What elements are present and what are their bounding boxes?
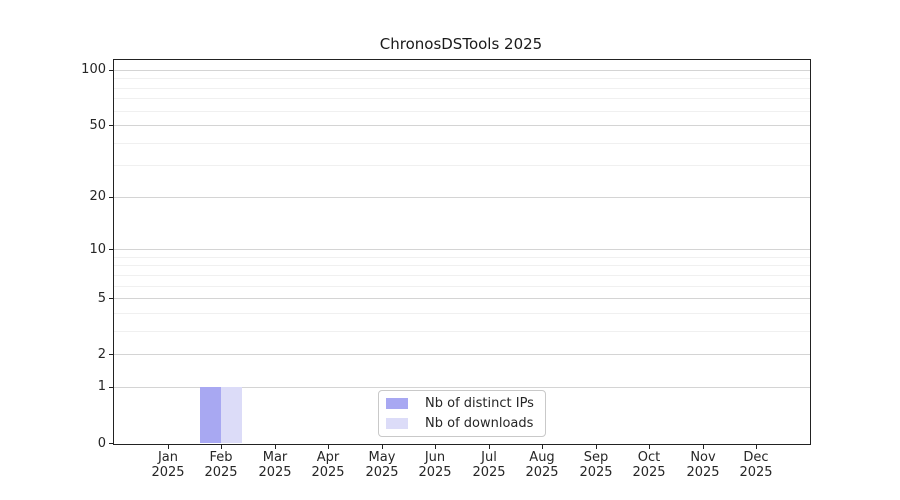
y-gridline-major-100 [114, 70, 810, 71]
y-gridline-minor-8 [114, 265, 810, 266]
x-tick-year: 2025 [151, 465, 185, 480]
x-tickmark-dec [756, 445, 757, 449]
legend-label: Nb of distinct IPs [425, 396, 534, 411]
x-tickmark-may [382, 445, 383, 449]
x-tickmark-jun [435, 445, 436, 449]
y-gridline-minor-4 [114, 313, 810, 314]
x-tick-label-mar: Mar 2025 [243, 450, 307, 480]
x-tick-month: Oct [637, 450, 661, 465]
y-tick-label-20: 20 [89, 189, 106, 204]
y-tickmark-1 [109, 387, 113, 388]
x-tick-year: 2025 [632, 465, 666, 480]
x-tick-year: 2025 [686, 465, 720, 480]
x-tick-month: Nov [690, 450, 716, 465]
y-gridline-major-5 [114, 298, 810, 299]
bar-nb-of-distinct-ips-feb [199, 386, 222, 443]
x-tick-label-may: May 2025 [350, 450, 414, 480]
x-tickmark-aug [542, 445, 543, 449]
x-tickmark-jul [489, 445, 490, 449]
bar-nb-of-downloads-feb [221, 386, 243, 443]
x-tick-month: Feb [209, 450, 233, 465]
x-tick-label-apr: Apr 2025 [296, 450, 360, 480]
x-tickmark-sep [596, 445, 597, 449]
x-tick-year: 2025 [204, 465, 238, 480]
x-tick-label-feb: Feb 2025 [189, 450, 253, 480]
x-tick-label-jul: Jul 2025 [457, 450, 521, 480]
legend-swatch-icon [386, 418, 408, 429]
y-gridline-major-1 [114, 387, 810, 388]
y-tick-label-2: 2 [97, 347, 106, 362]
legend-item-nb-of-downloads: Nb of downloads [386, 414, 538, 434]
x-tick-month: Dec [743, 450, 769, 465]
legend: Nb of distinct IPs Nb of downloads [378, 390, 546, 437]
x-tickmark-jan [168, 445, 169, 449]
y-gridline-minor-60 [114, 111, 810, 112]
y-tick-label-1: 1 [97, 379, 106, 394]
legend-label: Nb of downloads [425, 416, 534, 431]
y-tickmark-20 [109, 197, 113, 198]
x-tick-label-dec: Dec 2025 [724, 450, 788, 480]
x-tickmark-oct [649, 445, 650, 449]
chart-title: ChronosDSTools 2025 [379, 35, 543, 53]
y-gridline-minor-7 [114, 275, 810, 276]
y-gridline-major-10 [114, 249, 810, 250]
y-tickmark-2 [109, 354, 113, 355]
x-tick-year: 2025 [418, 465, 452, 480]
x-tick-label-aug: Aug 2025 [510, 450, 574, 480]
x-tick-label-oct: Oct 2025 [617, 450, 681, 480]
x-tick-month: May [368, 450, 396, 465]
y-gridline-minor-9 [114, 257, 810, 258]
x-tickmark-apr [328, 445, 329, 449]
y-gridline-minor-40 [114, 143, 810, 144]
x-tick-label-jun: Jun 2025 [403, 450, 467, 480]
x-tick-year: 2025 [472, 465, 506, 480]
x-tick-year: 2025 [525, 465, 559, 480]
y-gridline-minor-6 [114, 286, 810, 287]
x-tick-month: Jan [157, 450, 179, 465]
y-gridline-major-2 [114, 354, 810, 355]
y-gridline-minor-70 [114, 98, 810, 99]
y-tickmark-50 [109, 125, 113, 126]
y-tick-label-10: 10 [89, 242, 106, 257]
x-tick-month: Jun [424, 450, 446, 465]
y-gridline-major-50 [114, 125, 810, 126]
legend-swatch-icon [386, 398, 408, 409]
y-tick-label-50: 50 [89, 118, 106, 133]
x-tick-label-sep: Sep 2025 [564, 450, 628, 480]
x-tick-year: 2025 [258, 465, 292, 480]
x-tickmark-feb [221, 445, 222, 449]
x-tick-label-nov: Nov 2025 [671, 450, 735, 480]
y-tickmark-0 [109, 443, 113, 444]
y-tickmark-100 [109, 70, 113, 71]
x-tick-month: Apr [316, 450, 340, 465]
x-tick-year: 2025 [579, 465, 613, 480]
plot-area [113, 59, 811, 445]
y-tick-label-0: 0 [97, 436, 106, 451]
y-tickmark-10 [109, 249, 113, 250]
y-tick-label-5: 5 [97, 291, 106, 306]
y-tick-label-100: 100 [81, 62, 106, 77]
x-tick-month: Mar [262, 450, 288, 465]
x-tick-year: 2025 [739, 465, 773, 480]
y-gridline-minor-30 [114, 165, 810, 166]
x-tickmark-mar [275, 445, 276, 449]
y-tickmark-5 [109, 298, 113, 299]
x-tick-year: 2025 [311, 465, 345, 480]
y-gridline-major-20 [114, 197, 810, 198]
x-tick-label-jan: Jan 2025 [136, 450, 200, 480]
y-gridline-minor-80 [114, 88, 810, 89]
y-gridline-minor-90 [114, 78, 810, 79]
x-tick-year: 2025 [365, 465, 399, 480]
y-gridline-minor-3 [114, 331, 810, 332]
x-tick-month: Jul [481, 450, 497, 465]
legend-item-nb-of-distinct-ips: Nb of distinct IPs [386, 394, 538, 414]
x-tick-month: Sep [583, 450, 609, 465]
x-tick-month: Aug [529, 450, 555, 465]
x-tickmark-nov [703, 445, 704, 449]
